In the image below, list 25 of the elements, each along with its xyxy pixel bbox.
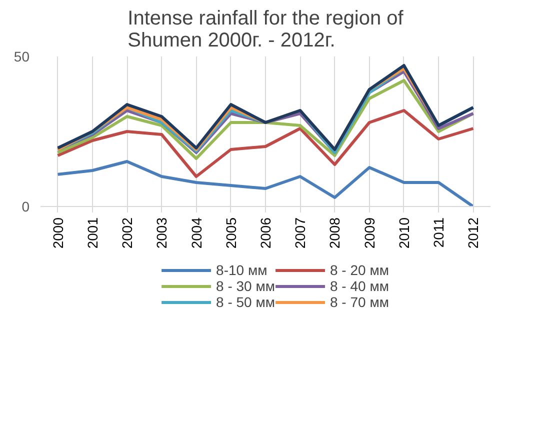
x-tick-label: 2001 xyxy=(84,217,100,249)
x-tick-label: 2004 xyxy=(188,217,204,249)
x-tick-label: 2009 xyxy=(361,217,378,249)
x-tick-label: 2008 xyxy=(326,217,343,249)
x-tick-label: 2000 xyxy=(50,217,66,249)
line-series xyxy=(56,160,475,206)
x-tick-label: 2012 xyxy=(465,217,482,249)
x-tick-label: 2005 xyxy=(222,217,239,249)
x-tick-label: 2006 xyxy=(258,217,274,249)
x-tick-label: 2011 xyxy=(430,217,447,248)
legend-label: 8 - 50 мм xyxy=(216,294,275,310)
x-tick-label: 2003 xyxy=(154,217,170,249)
legend-label: 8 - 40 мм xyxy=(330,278,389,294)
y-tick-label: 0 xyxy=(22,198,30,214)
legend-label: 8 - 20 мм xyxy=(330,262,389,278)
y-tick-label: 50 xyxy=(14,48,30,64)
legend-label: 8 - 70 мм xyxy=(330,294,389,310)
chart-title: Intense rainfall for the region of Shumen 2000г. - 2012г. xyxy=(128,8,404,52)
legend-label: 8 - 30 мм xyxy=(216,278,275,294)
x-tick-label: 2010 xyxy=(396,217,412,249)
legend-label: 8-10 мм xyxy=(216,262,268,278)
x-tick-label: 2002 xyxy=(119,217,136,249)
line-series xyxy=(56,79,475,160)
x-tick-label: 2007 xyxy=(292,217,308,249)
line-series xyxy=(56,109,475,178)
